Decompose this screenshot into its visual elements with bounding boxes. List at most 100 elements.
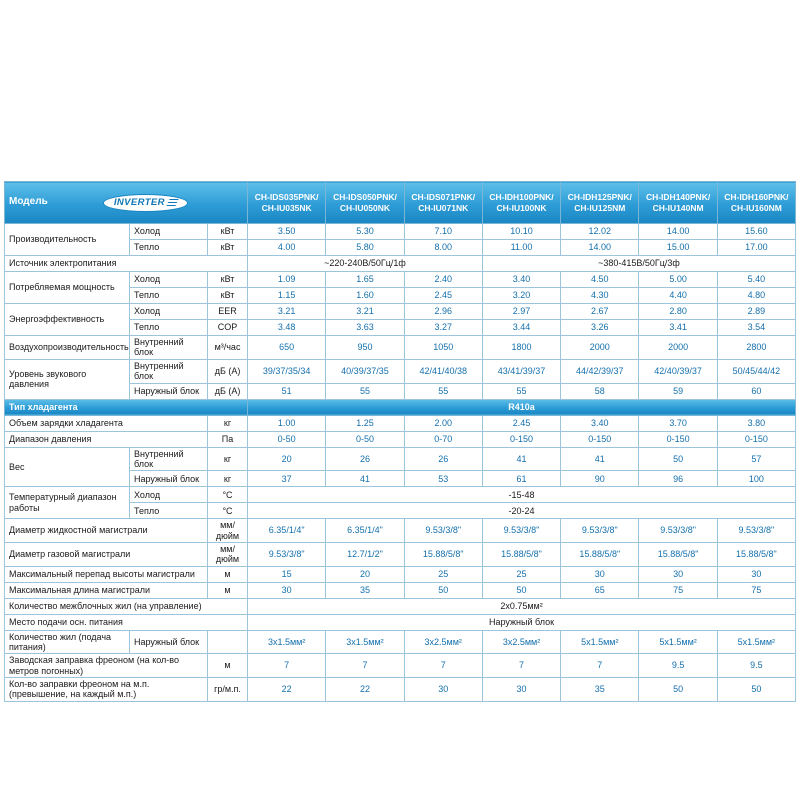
spec-row: Производительность Холод кВт 3.50 5.30 7.10 10… <box>4 223 797 257</box>
spec-sheet: Модель INVERTER CH-IDS035PNK/ CH-IU035NK… <box>3 0 797 702</box>
row-label-cell: Диаметр жидкостной магистрали <box>4 518 208 543</box>
value-cell: 22 <box>325 676 405 702</box>
spec-row: Потребляемая мощность Холод кВт 1.09 1.65 2.4… <box>4 271 797 305</box>
unit-cell <box>206 629 249 655</box>
spec-row: Диапазон давления Па 0-50 0-50 0-70 0-150 0-15… <box>4 430 797 448</box>
value-cell: 2.89 <box>716 303 797 321</box>
value-cell: 14.00 <box>638 223 718 241</box>
value-cell: 1.09 <box>247 271 327 289</box>
value-cell: 3.44 <box>481 319 562 337</box>
sub-label-cell: Внутренний блок <box>129 446 208 472</box>
unit-cell: м <box>206 653 249 678</box>
value-cell: 50 <box>716 676 797 702</box>
unit-cell: дБ (А) <box>206 382 249 400</box>
value-cell: 59 <box>638 382 718 400</box>
refrigerant-type-label: Тип хладагента <box>3 398 249 416</box>
value-cell: 30 <box>638 565 718 583</box>
value-cell: 51 <box>247 382 327 400</box>
value-cell: 15.88/5/8" <box>716 541 797 567</box>
value-cell: 100 <box>716 470 797 488</box>
value-cell: 15.60 <box>716 223 797 241</box>
value-cell: 7 <box>560 653 640 678</box>
value-cell: 11.00 <box>481 239 562 257</box>
value-cell: 37 <box>247 470 327 488</box>
value-cell: 7 <box>481 653 562 678</box>
value-cell: 9.53/3/8" <box>638 518 718 543</box>
row-label-cell: Максимальный перепад высоты магистрали <box>4 565 208 583</box>
value-cell: 3.48 <box>247 319 327 337</box>
value-cell: 20 <box>247 446 327 472</box>
unit-cell: °С <box>206 486 249 504</box>
value-cell: 41 <box>560 446 640 472</box>
row-label-cell: Диапазон давления <box>4 430 208 448</box>
value-cell: 2.96 <box>403 303 483 321</box>
value-cell: 50 <box>638 676 718 702</box>
value-cell: 3х1.5мм² <box>247 629 327 655</box>
value-cell: 55 <box>403 382 483 400</box>
value-cell: 15.88/5/8" <box>560 541 640 567</box>
unit-cell: м <box>206 565 249 583</box>
spec-row: Источник электропитания ~220-240В/50Гц/1ф… <box>3 255 797 273</box>
row-label-cell: Вес <box>4 446 130 488</box>
sub-label-cell: Наружный блок <box>129 382 208 400</box>
row-label-cell: Максимальная длина магистрали <box>4 581 208 599</box>
unit-cell: кВт <box>206 223 249 241</box>
value-cell: 6.35/1/4" <box>325 518 405 543</box>
value-cell: 4.00 <box>247 239 327 257</box>
spec-table-head: Модель INVERTER CH-IDS035PNK/ CH-IU035NK… <box>3 180 797 225</box>
value-cell: 6.35/1/4" <box>247 518 327 543</box>
value-cell: 3.40 <box>560 414 640 432</box>
value-cell: 26 <box>403 446 483 472</box>
value-cell: 44/42/39/37 <box>560 358 640 384</box>
value-cell: 3.27 <box>403 319 483 337</box>
value-cell: 12.02 <box>560 223 640 241</box>
model-header-inner: Модель INVERTER <box>6 193 246 212</box>
spec-row: Температурный диапазон работы Холод °С -15-… <box>4 486 796 520</box>
value-cell: 55 <box>481 382 562 400</box>
value-cell: 7 <box>325 653 405 678</box>
spec-row: Количество межблочных жил (на управление… <box>3 597 796 615</box>
merged-value-cell: -20-24 <box>247 502 796 520</box>
row-label-cell: Температурный диапазон работы <box>4 486 130 520</box>
value-cell: 3.41 <box>638 319 718 337</box>
value-cell: 3.70 <box>638 414 718 432</box>
value-cell: 1.15 <box>247 287 327 305</box>
value-cell: 5х1.5мм² <box>716 629 797 655</box>
unit-cell: кВт <box>206 271 249 289</box>
inverter-logo-swoosh-icon <box>166 199 179 207</box>
value-cell: 5.40 <box>716 271 797 289</box>
value-cell: 90 <box>560 470 640 488</box>
value-cell: 4.30 <box>560 287 640 305</box>
model-column-header: CH-IDH125PNK/ CH-IU125NM <box>560 180 640 225</box>
value-cell: 3.50 <box>247 223 327 241</box>
value-cell: 30 <box>403 676 483 702</box>
sub-label-cell: Холод <box>129 303 208 321</box>
value-cell: 9.53/3/8" <box>403 518 483 543</box>
row-label-cell: Количество жил (подача питания) <box>4 629 130 655</box>
value-cell: 1.65 <box>325 271 405 289</box>
value-cell: 41 <box>481 446 562 472</box>
value-cell: 9.5 <box>716 653 797 678</box>
value-cell: 9.53/3/8" <box>481 518 562 543</box>
value-cell: 15.88/5/8" <box>403 541 483 567</box>
value-cell: 9.53/3/8" <box>560 518 640 543</box>
value-cell: 30 <box>716 565 797 583</box>
spec-row: Количество жил (подача питания) Наружный … <box>4 629 797 655</box>
value-cell: 3.20 <box>481 287 562 305</box>
spec-row: Тип хладагента R410a <box>3 398 796 416</box>
unit-cell: °С <box>206 502 249 520</box>
merged-value-cell: ~220-240В/50Гц/1ф <box>247 255 483 273</box>
spec-row: Место подачи осн. питания Наружный блок <box>3 613 796 631</box>
unit-cell: мм/дюйм <box>206 518 249 543</box>
value-cell: 5.00 <box>638 271 718 289</box>
value-cell: 50/45/44/42 <box>716 358 797 384</box>
row-label-cell: Воздухопроизводительность <box>4 335 130 360</box>
model-header-cell: Модель INVERTER <box>3 180 249 225</box>
value-cell: 7 <box>403 653 483 678</box>
value-cell: 3.80 <box>716 414 797 432</box>
value-cell: 65 <box>560 581 640 599</box>
value-cell: 950 <box>325 335 405 360</box>
value-cell: 3.54 <box>716 319 797 337</box>
merged-value-cell: ~380-415В/50Гц/3ф <box>481 255 797 273</box>
model-column-header: CH-IDS071PNK/ CH-IU071NK <box>403 180 483 225</box>
